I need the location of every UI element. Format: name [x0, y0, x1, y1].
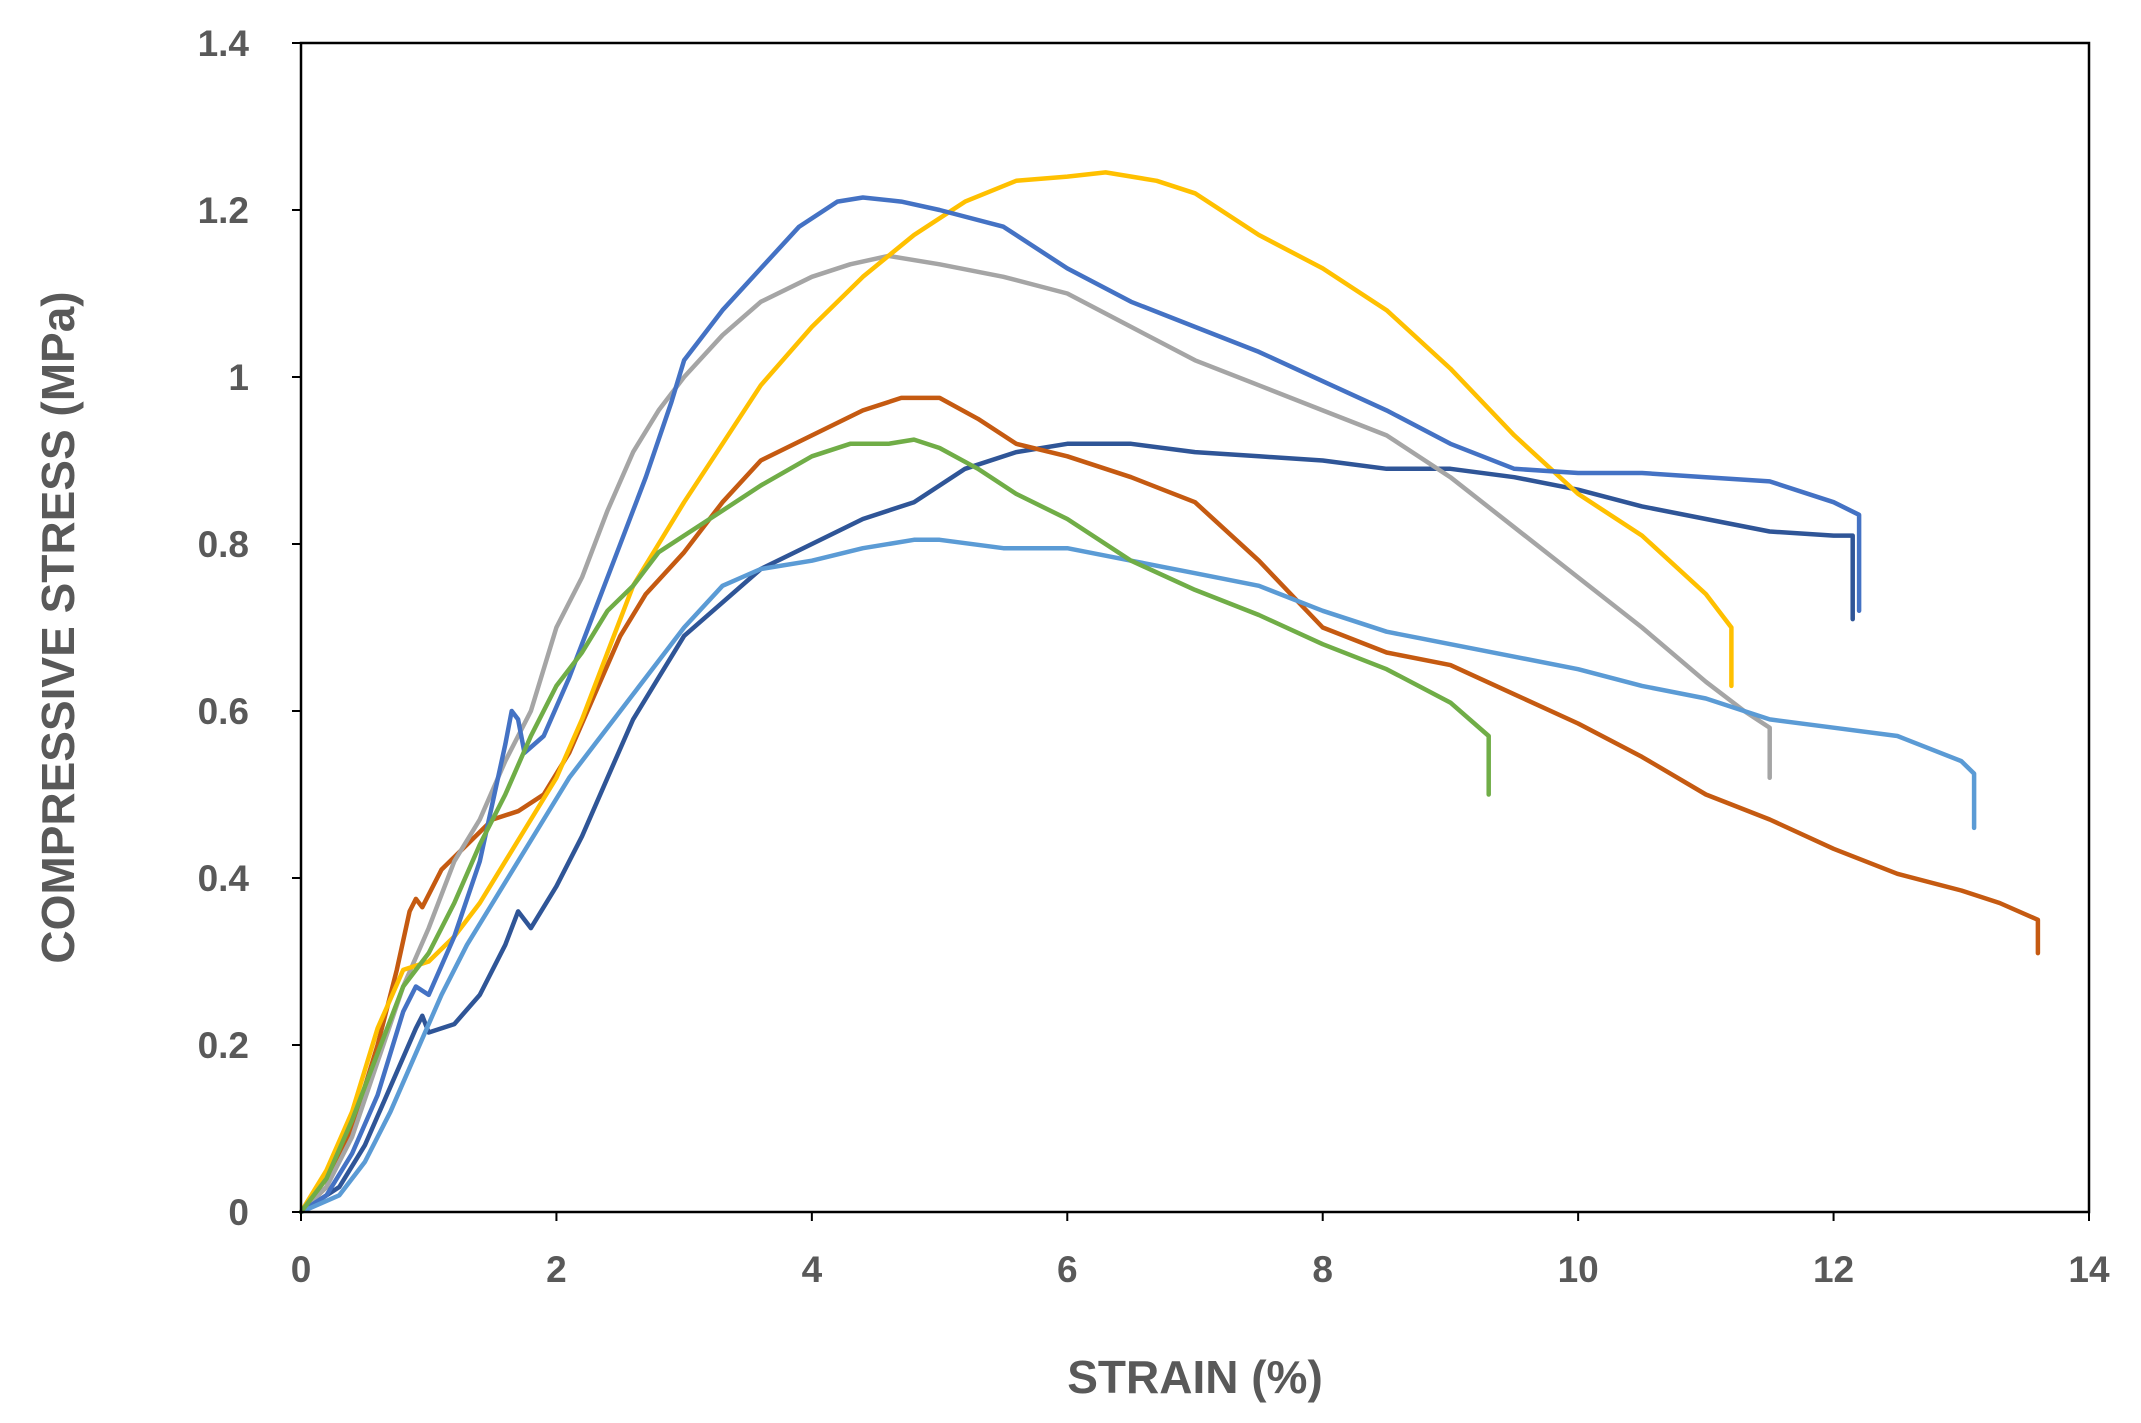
series-line-sample-dark-blue	[298, 441, 1855, 1215]
plot-area-border	[299, 41, 2091, 1214]
series-line-sample-orange	[298, 395, 2041, 1215]
y-tick-label: 0.8	[198, 524, 249, 565]
x-tick-label: 8	[1312, 1249, 1333, 1290]
y-tick-label: 1	[228, 357, 249, 398]
series-line-sample-green	[298, 437, 1491, 1215]
y-tick-label: 0.4	[198, 858, 250, 899]
tick-layer: 0 2 4 6 8 10 12 14 0 0.2 0.4 0.6 0.8 1 1.2 1.4	[198, 23, 2110, 1290]
x-tick-label: 0	[291, 1249, 312, 1290]
y-tick-label: 1.4	[198, 23, 250, 64]
series-line-sample-blue	[298, 195, 1862, 1215]
y-axis-title: COMPRESSIVE STRESS (MPa)	[32, 291, 84, 963]
x-tick-label: 2	[546, 1249, 567, 1290]
x-tick-label: 10	[1558, 1249, 1599, 1290]
series-line-sample-light-blue	[298, 537, 1977, 1215]
x-tick-label: 12	[1813, 1249, 1854, 1290]
series-line-sample-gray	[298, 253, 1772, 1215]
y-tick-label: 0.2	[198, 1025, 249, 1066]
y-tick-label: 1.2	[198, 190, 249, 231]
series-layer	[298, 170, 2041, 1215]
x-tick-label: 6	[1057, 1249, 1078, 1290]
x-tick-label: 4	[802, 1249, 823, 1290]
y-tick-label: 0.6	[198, 691, 249, 732]
y-tick-label: 0	[228, 1192, 249, 1233]
x-tick-label: 14	[2068, 1249, 2110, 1290]
x-axis-title: STRAIN (%)	[1067, 1351, 1323, 1403]
